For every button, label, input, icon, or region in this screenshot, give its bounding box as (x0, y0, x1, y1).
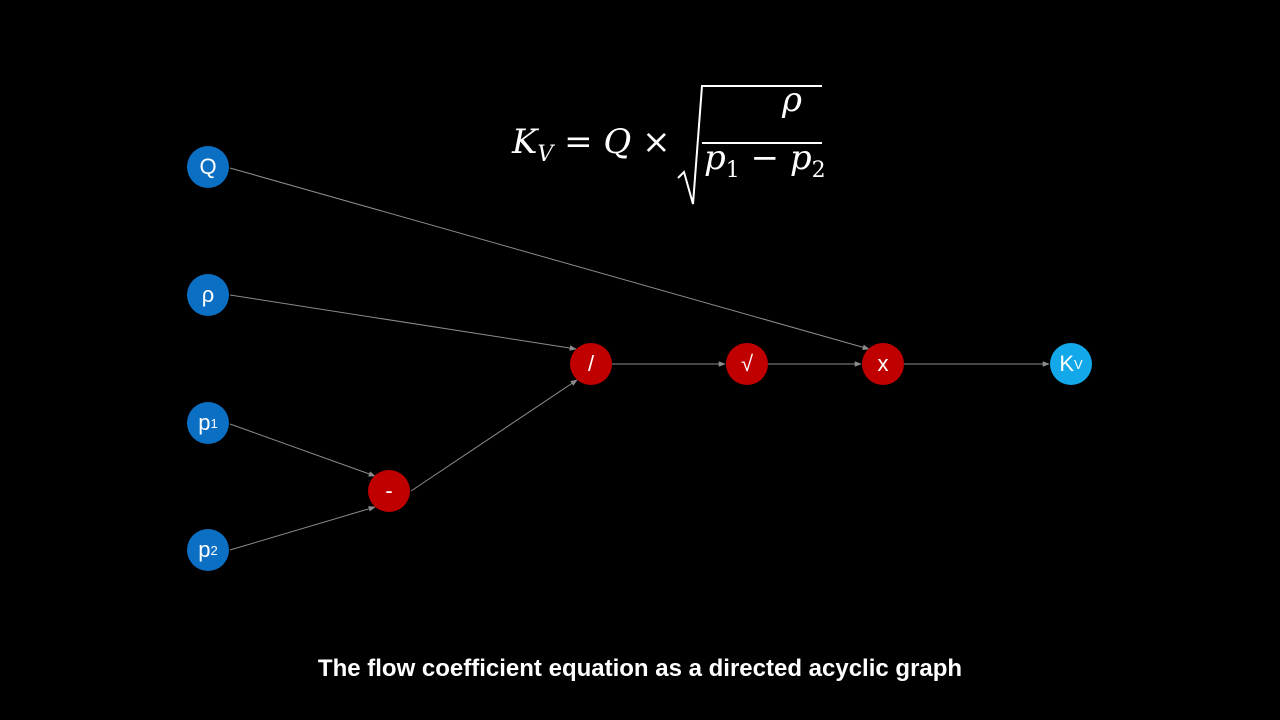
formula-kv-subscript: V (537, 142, 554, 167)
formula-minus: − (750, 138, 780, 178)
formula-denominator: p1 − p2 (704, 138, 826, 183)
diagram-caption: The flow coefficient equation as a direc… (317, 655, 963, 682)
formula-times: × (642, 122, 671, 162)
formula-p2: p (789, 138, 812, 178)
node-sqrt-label: √ (740, 351, 754, 376)
edge-rho-to-divide (229, 294, 577, 351)
node-rho-label: ρ (201, 282, 215, 307)
formula-lhs: KV = Q × (512, 122, 671, 167)
formula-numerator-rho: ρ (782, 80, 802, 120)
flow-coefficient-formula: KV = Q × ρ p1 − p2 (512, 80, 832, 210)
node-q: Q (187, 146, 229, 188)
node-p1-subscript: 1 (210, 415, 218, 431)
node-p2-label: p (198, 537, 211, 562)
formula-p1-subscript: 1 (725, 158, 740, 183)
formula-equals: = (564, 122, 593, 162)
node-p1-label: p (198, 410, 211, 435)
node-kv-label: K (1059, 351, 1074, 376)
formula-p1: p (704, 138, 726, 178)
node-p2-subscript: 2 (210, 542, 218, 558)
node-kv-subscript: V (1074, 356, 1083, 372)
edge-q-to-multiply (229, 167, 870, 350)
node-divide-label: / (587, 351, 595, 376)
formula-q: Q (603, 122, 632, 162)
formula-p2-subscript: 2 (811, 158, 826, 183)
node-multiply-label: x (877, 351, 889, 376)
node-divide-operator: / (570, 343, 612, 385)
sqrt-radical-sign (677, 85, 822, 205)
node-multiply-operator: x (862, 343, 904, 385)
edge-p2-to-minus (229, 506, 376, 551)
node-sqrt-operator: √ (726, 343, 768, 385)
node-minus-operator: - (368, 470, 410, 512)
formula-kv-symbol: K (512, 122, 538, 162)
formula-fraction-bar (702, 142, 822, 144)
edge-minus-to-divide (410, 379, 578, 492)
node-rho: ρ (187, 274, 229, 316)
node-minus-label: - (385, 478, 393, 503)
edge-p1-to-minus (229, 423, 376, 477)
node-q-label: Q (199, 154, 217, 179)
